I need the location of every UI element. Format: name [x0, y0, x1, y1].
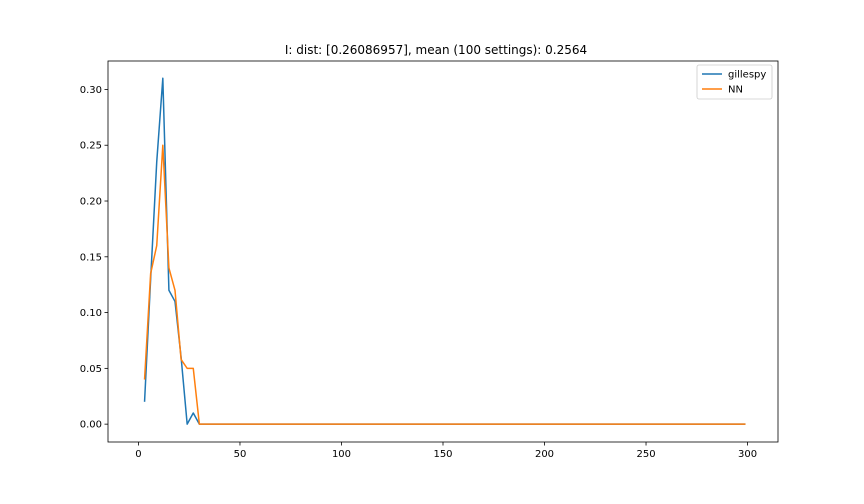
- x-axis: 0 50 100 150 200 250 300: [135, 442, 757, 460]
- legend: gillespy NN: [696, 64, 773, 100]
- y-tick-label: 0.20: [80, 197, 102, 208]
- y-tick-label: 0.30: [80, 85, 102, 96]
- y-tick-label: 0.05: [80, 364, 102, 375]
- series-layer: [143, 77, 746, 425]
- series-line-nn: [143, 144, 746, 425]
- y-axis: 0.00 0.05 0.10 0.15 0.20 0.25 0.30: [80, 85, 108, 431]
- x-tick-label: 200: [535, 449, 554, 460]
- x-tick-label: 100: [332, 449, 351, 460]
- x-tick-label: 300: [738, 449, 757, 460]
- x-tick-label: 0: [135, 449, 141, 460]
- x-tick-label: 250: [636, 449, 655, 460]
- legend-label-gillespy: gillespy: [728, 70, 766, 81]
- y-tick-label: 0.00: [80, 420, 102, 431]
- y-tick-label: 0.15: [80, 252, 102, 263]
- series-line-gillespy: [143, 77, 746, 425]
- y-tick-label: 0.10: [80, 308, 102, 319]
- x-tick-label: 50: [234, 449, 247, 460]
- legend-label-nn: NN: [728, 85, 743, 96]
- chart-title: I: dist: [0.26086957], mean (100 setting…: [285, 43, 587, 57]
- y-tick-label: 0.25: [80, 141, 102, 152]
- x-tick-label: 150: [433, 449, 452, 460]
